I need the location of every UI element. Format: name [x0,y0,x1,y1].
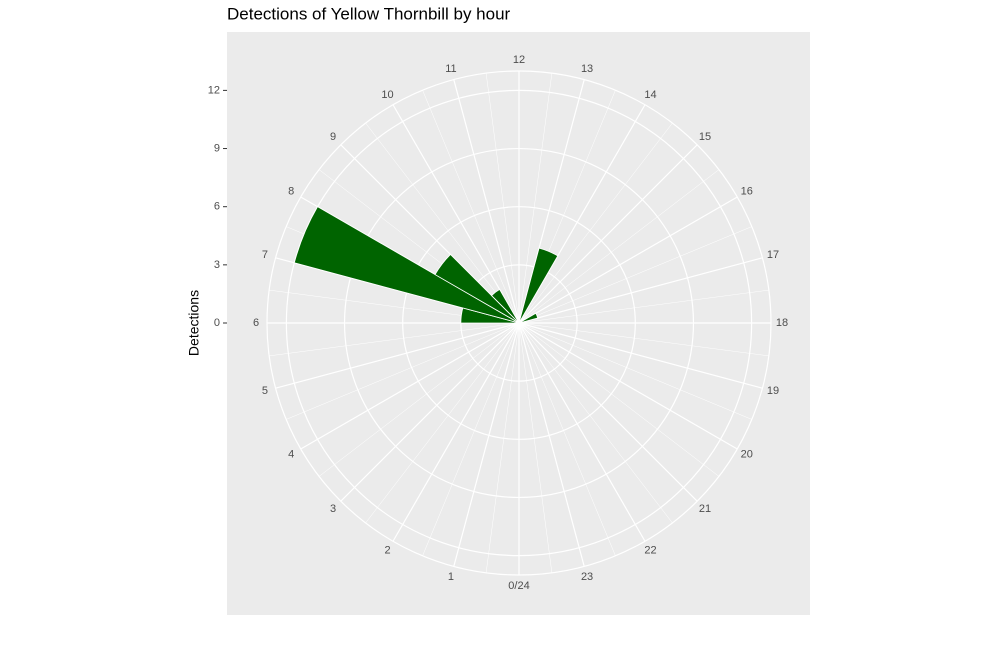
minor-spoke [518,322,752,420]
minor-spoke [365,122,520,324]
x-tick-label: 5 [262,385,268,397]
minor-spoke [518,226,752,324]
spoke [518,257,763,324]
spoke [518,322,585,567]
x-tick-label: 8 [288,185,294,197]
spoke [392,322,520,542]
y-tick-label: 0 [214,317,220,329]
minor-spoke [518,322,553,573]
spoke [453,322,520,567]
bar [491,288,520,324]
y-axis-label: Detections [186,290,202,356]
x-tick-label: 12 [513,54,525,66]
minor-spoke [518,322,616,556]
spoke [518,322,763,389]
spoke [518,196,738,324]
x-tick-label: 14 [644,89,656,101]
minor-spoke [518,322,673,524]
x-tick-label: 3 [330,503,336,515]
bar [293,206,520,324]
minor-spoke [365,322,520,524]
x-tick-label: 19 [767,385,779,397]
minor-spoke [518,322,720,477]
bar [518,312,539,324]
minor-spoke [269,322,520,357]
chart-title: Detections of Yellow Thornbill by hour [227,4,511,23]
minor-spoke [518,322,769,357]
minor-spoke [286,322,520,420]
minor-spoke [518,73,553,324]
x-tick-label: 16 [741,185,753,197]
spoke [453,79,520,324]
x-tick-label: 13 [581,63,593,75]
minor-spoke [518,169,720,324]
y-tick-label: 3 [214,259,220,271]
x-tick-label: 17 [767,249,779,261]
x-tick-label: 21 [699,503,711,515]
x-tick-label: 15 [699,131,711,143]
spoke [518,144,698,324]
x-tick-label: 6 [253,317,259,329]
bar [434,253,520,324]
x-tick-label: 10 [381,89,393,101]
minor-spoke [485,73,520,324]
x-tick-label: 18 [776,317,788,329]
spoke [340,322,520,502]
x-tick-label: 11 [445,63,456,75]
y-tick-label: 9 [214,142,220,154]
spoke [518,322,698,502]
spoke [518,322,738,450]
x-tick-label: 22 [644,545,656,557]
x-tick-label: 4 [288,448,294,460]
minor-spoke [485,322,520,573]
x-tick-label: 0/24 [508,580,529,592]
x-tick-label: 7 [262,249,268,261]
spoke [392,104,520,324]
minor-spoke [518,289,769,324]
x-tick-label: 23 [581,571,593,583]
minor-spoke [318,322,520,477]
minor-spoke [422,90,520,324]
x-tick-label: 1 [448,571,454,583]
minor-spoke [518,122,673,324]
bar [518,247,559,324]
minor-spoke [422,322,520,556]
x-tick-label: 9 [330,131,336,143]
spoke [518,322,646,542]
y-tick-label: 12 [208,84,220,96]
spoke [275,322,520,389]
y-tick-label: 6 [214,201,220,213]
spoke [300,322,520,450]
x-tick-label: 2 [384,545,390,557]
x-tick-label: 20 [741,448,753,460]
